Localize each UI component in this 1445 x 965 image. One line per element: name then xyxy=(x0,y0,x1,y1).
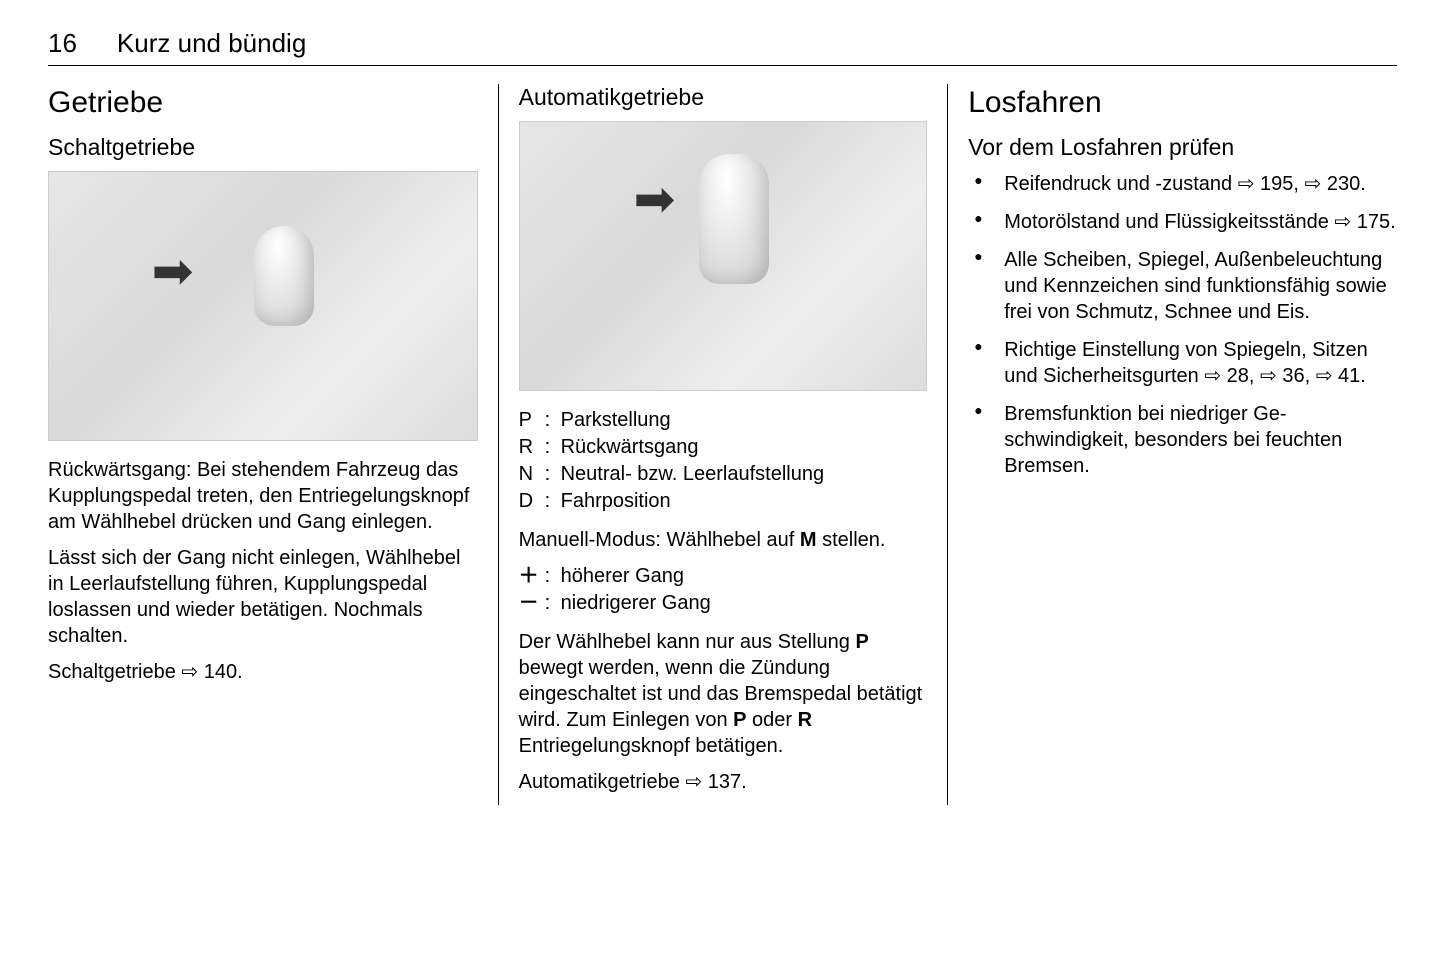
p2d: P xyxy=(733,709,746,731)
ref-icon: ⇨ xyxy=(1305,173,1322,195)
ref-icon: ⇨ xyxy=(1334,211,1351,233)
auto-p3b: 137. xyxy=(702,771,746,793)
auto-p3a: Automatikgetriebe xyxy=(519,771,686,793)
m-a: Manuell-Modus: Wählhebel auf xyxy=(519,529,800,551)
p2a: Der Wählhebel kann nur aus Stellung xyxy=(519,631,856,653)
text-d: Fahrposition xyxy=(561,488,928,515)
sym-n: N xyxy=(519,461,545,488)
li3b: 28, xyxy=(1221,365,1260,387)
m-b: M xyxy=(800,529,817,551)
def-d: D:Fahrposition xyxy=(519,488,928,515)
schaltgetriebe-figure: ➡ xyxy=(48,171,478,441)
sep: : xyxy=(545,488,561,515)
def-minus: －:niedrigerer Gang xyxy=(519,590,928,617)
m-c: stellen. xyxy=(817,529,886,551)
list-item: Motorölstand und Flüssigkeits­stände ⇨ 1… xyxy=(1004,209,1397,235)
gearshift-knob-icon xyxy=(699,154,769,284)
schalt-p3b: 140. xyxy=(198,661,242,683)
getriebe-title: Getriebe xyxy=(48,86,478,120)
li4a: Bremsfunktion bei niedriger Ge­schwindig… xyxy=(1004,403,1342,477)
losfahren-title: Losfahren xyxy=(968,86,1397,120)
sym-r: R xyxy=(519,434,545,461)
ref-icon: ⇨ xyxy=(1238,173,1255,195)
sep: : xyxy=(545,461,561,488)
sep: : xyxy=(545,590,561,617)
ref-icon: ⇨ xyxy=(181,661,198,683)
li2a: Alle Scheiben, Spiegel, Außen­beleuchtun… xyxy=(1004,249,1386,323)
sep: : xyxy=(545,434,561,461)
losfahren-subtitle: Vor dem Losfahren prüfen xyxy=(968,134,1397,161)
check-list: Reifendruck und -zustand ⇨ 195, ⇨ 230. M… xyxy=(968,171,1397,479)
schalt-p1: Rückwärtsgang: Bei stehendem Fahrzeug da… xyxy=(48,457,478,535)
ref-icon: ⇨ xyxy=(1316,365,1333,387)
list-item: Bremsfunktion bei niedriger Ge­schwindig… xyxy=(1004,401,1397,479)
text-r: Rückwärtsgang xyxy=(561,434,928,461)
page-header: 16 Kurz und bündig xyxy=(48,28,1397,66)
schaltgetriebe-subtitle: Schaltgetriebe xyxy=(48,134,478,161)
gearshift-knob-icon xyxy=(254,226,314,326)
def-n: N:Neutral- bzw. Leerlaufstellung xyxy=(519,461,928,488)
arrow-icon: ➡ xyxy=(152,242,194,300)
list-item: Richtige Einstellung von Spie­geln, Sitz… xyxy=(1004,337,1397,389)
sym-p: P xyxy=(519,407,545,434)
sym-plus: ＋ xyxy=(519,563,545,590)
list-item: Reifendruck und -zustand ⇨ 195, ⇨ 230. xyxy=(1004,171,1397,197)
column-2: Automatikgetriebe ➡ P:Parkstellung R:Rüc… xyxy=(498,84,948,805)
content-columns: Getriebe Schaltgetriebe ➡ Rückwärtsgang:… xyxy=(48,84,1397,805)
p2b: P xyxy=(855,631,868,653)
arrow-icon: ➡ xyxy=(633,170,675,228)
sep: : xyxy=(545,407,561,434)
schalt-p2: Lässt sich der Gang nicht einlegen, Wähl… xyxy=(48,545,478,649)
manuell-p: Manuell-Modus: Wählhebel auf M stellen. xyxy=(519,527,928,553)
page-number: 16 xyxy=(48,28,77,59)
prnd-list: P:Parkstellung R:Rückwärtsgang N:Neutral… xyxy=(519,407,928,515)
p2e: oder xyxy=(747,709,798,731)
li3c: 36, xyxy=(1277,365,1316,387)
automatik-figure: ➡ xyxy=(519,121,928,391)
auto-p3: Automatikgetriebe ⇨ 137. xyxy=(519,769,928,795)
column-1: Getriebe Schaltgetriebe ➡ Rückwärtsgang:… xyxy=(48,84,498,805)
li0b: 195, xyxy=(1254,173,1304,195)
automatik-subtitle: Automatikgetriebe xyxy=(519,84,928,111)
def-r: R:Rückwärtsgang xyxy=(519,434,928,461)
li1a: Motorölstand und Flüssigkeits­stände xyxy=(1004,211,1334,233)
li1b: 175. xyxy=(1351,211,1395,233)
sep: : xyxy=(545,563,561,590)
li0a: Reifendruck und -zustand xyxy=(1004,173,1237,195)
li0c: 230. xyxy=(1321,173,1365,195)
text-p: Parkstellung xyxy=(561,407,928,434)
column-3: Losfahren Vor dem Losfahren prüfen Reife… xyxy=(947,84,1397,805)
def-plus: ＋:höherer Gang xyxy=(519,563,928,590)
p2c: bewegt werden, wenn die Zündung eingesch… xyxy=(519,657,923,731)
plusminus-list: ＋:höherer Gang －:niedrigerer Gang xyxy=(519,563,928,617)
ref-icon: ⇨ xyxy=(1260,365,1277,387)
p2f: R xyxy=(798,709,812,731)
text-plus: höherer Gang xyxy=(561,563,928,590)
schalt-p3: Schaltgetriebe ⇨ 140. xyxy=(48,659,478,685)
p2g: Entriegelungsknopf betätigen. xyxy=(519,735,784,757)
ref-icon: ⇨ xyxy=(685,771,702,793)
ref-icon: ⇨ xyxy=(1204,365,1221,387)
sym-d: D xyxy=(519,488,545,515)
schalt-p3a: Schaltgetriebe xyxy=(48,661,181,683)
text-n: Neutral- bzw. Leerlaufstellung xyxy=(561,461,928,488)
li3d: 41. xyxy=(1333,365,1366,387)
list-item: Alle Scheiben, Spiegel, Außen­beleuchtun… xyxy=(1004,247,1397,325)
sym-minus: － xyxy=(519,590,545,617)
chapter-title: Kurz und bündig xyxy=(117,28,306,59)
text-minus: niedrigerer Gang xyxy=(561,590,928,617)
def-p: P:Parkstellung xyxy=(519,407,928,434)
auto-p2: Der Wählhebel kann nur aus Stellung P be… xyxy=(519,629,928,759)
